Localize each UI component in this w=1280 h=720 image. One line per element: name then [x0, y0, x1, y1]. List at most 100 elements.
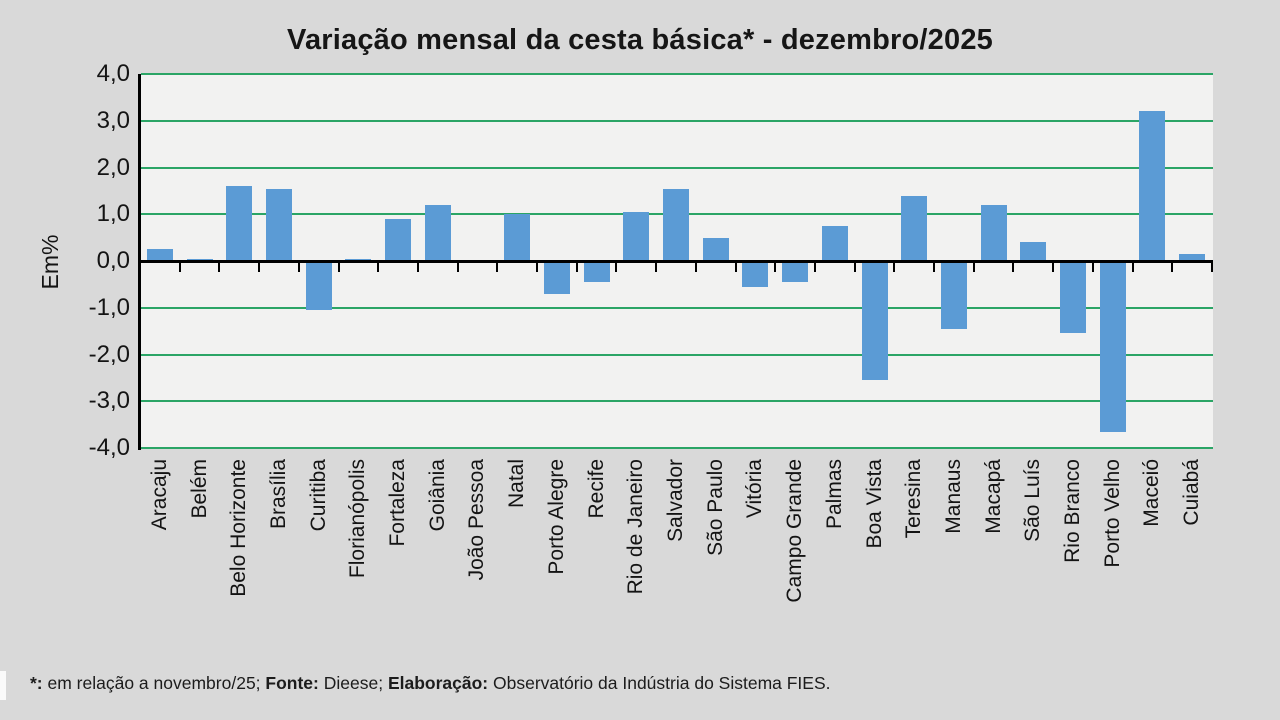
- axis-tick: [1211, 263, 1213, 272]
- bar-brasília: [265, 188, 292, 261]
- axis-tick: [933, 263, 936, 272]
- x-label-teresina: Teresina: [902, 459, 926, 539]
- x-label-joão-pessoa: João Pessoa: [465, 459, 489, 581]
- footnote-label: Elaboração:: [387, 673, 489, 693]
- bar-boa-vista: [861, 261, 888, 381]
- y-tick-label: 3,0: [96, 106, 130, 134]
- axis-tick: [496, 263, 499, 272]
- x-label-são-luís: São Luís: [1021, 459, 1045, 542]
- gridline: [141, 400, 1213, 403]
- bar-porto-alegre: [543, 261, 570, 294]
- axis-tick: [456, 263, 459, 272]
- x-label-macapá: Macapá: [981, 459, 1005, 534]
- footnote-text: Dieese;: [318, 673, 388, 693]
- bar-são-luís: [1020, 242, 1047, 261]
- x-label-manaus: Manaus: [941, 459, 965, 534]
- x-label-são-paulo: São Paulo: [703, 459, 727, 556]
- x-label-brasília: Brasília: [266, 459, 290, 530]
- axis-tick: [893, 263, 896, 272]
- bar-rio-de-janeiro: [623, 211, 650, 261]
- x-label-goiânia: Goiânia: [425, 459, 449, 532]
- bar-recife: [583, 261, 610, 283]
- y-tick-label: 1,0: [96, 200, 130, 228]
- gridline: [141, 166, 1213, 169]
- bar-salvador: [663, 188, 689, 261]
- axis-tick: [1131, 263, 1134, 272]
- axis-tick: [853, 263, 856, 272]
- bar-belém: [186, 258, 213, 261]
- x-label-florianópolis: Florianópolis: [346, 459, 370, 579]
- x-label-maceió: Maceió: [1140, 459, 1164, 527]
- axis-tick: [178, 263, 181, 272]
- bar-maceió: [1139, 111, 1166, 261]
- gridline: [141, 73, 1213, 75]
- axis-tick: [258, 263, 261, 272]
- footnote-text: Observatório da Indústria do Sistema FIE…: [488, 673, 831, 693]
- x-label-cuiabá: Cuiabá: [1180, 459, 1204, 526]
- y-tick-label: 2,0: [96, 153, 130, 181]
- axis-tick: [1091, 263, 1094, 272]
- axis-tick: [1052, 263, 1055, 272]
- bar-natal: [504, 214, 531, 261]
- axis-tick: [734, 263, 737, 272]
- axis-tick: [774, 263, 777, 272]
- bar-belo-horizonte: [226, 186, 253, 261]
- x-label-curitiba: Curitiba: [306, 459, 330, 532]
- bar-rio-branco: [1060, 261, 1087, 334]
- x-label-recife: Recife: [584, 459, 608, 519]
- x-label-palmas: Palmas: [822, 459, 846, 530]
- axis-tick: [655, 263, 658, 272]
- gridline: [141, 447, 1213, 449]
- x-label-campo-grande: Campo Grande: [783, 459, 807, 603]
- footnote: *: em relação a novembro/25; Fonte: Diee…: [30, 673, 831, 694]
- footnote-label: Fonte:: [265, 673, 319, 693]
- gridline: [141, 119, 1213, 122]
- bar-teresina: [901, 195, 928, 261]
- x-label-fortaleza: Fortaleza: [386, 459, 410, 547]
- x-label-belo-horizonte: Belo Horizonte: [227, 459, 251, 597]
- x-axis-line: [140, 260, 1213, 263]
- bar-cuiabá: [1179, 253, 1206, 261]
- bar-campo-grande: [782, 261, 809, 283]
- y-tick-label: 0,0: [96, 247, 130, 274]
- axis-tick: [337, 263, 340, 272]
- y-tick-label: -3,0: [88, 387, 130, 415]
- axis-tick: [1171, 263, 1174, 272]
- x-label-aracaju: Aracaju: [147, 459, 171, 531]
- y-axis-title: Em%: [37, 234, 63, 290]
- slide-edge-notch: [0, 671, 6, 700]
- y-axis-line: [138, 74, 141, 450]
- chart-title: Variação mensal da cesta básica* - dezem…: [287, 24, 993, 56]
- x-label-natal: Natal: [505, 459, 529, 509]
- x-label-porto-velho: Porto Velho: [1100, 459, 1124, 568]
- bar-curitiba: [305, 261, 332, 311]
- axis-tick: [575, 263, 578, 272]
- axis-tick: [297, 263, 300, 272]
- gridline: [141, 306, 1213, 309]
- axis-tick: [377, 263, 380, 272]
- bar-vitória: [742, 261, 769, 287]
- axis-tick: [1012, 263, 1015, 272]
- x-label-belém: Belém: [187, 459, 211, 519]
- footnote-text: em relação a novembro/25;: [42, 673, 266, 693]
- axis-tick: [972, 263, 975, 272]
- bar-goiânia: [424, 204, 451, 261]
- gridline: [141, 353, 1213, 356]
- x-label-salvador: Salvador: [664, 459, 687, 542]
- x-label-vitória: Vitória: [743, 459, 767, 519]
- axis-tick: [615, 263, 618, 272]
- footnote-label: *:: [30, 673, 43, 693]
- x-label-rio-de-janeiro: Rio de Janeiro: [624, 459, 648, 595]
- bar-florianópolis: [345, 258, 372, 261]
- y-tick-label: -1,0: [88, 293, 130, 321]
- y-tick-label: -4,0: [88, 434, 130, 461]
- bar-aracaju: [146, 249, 173, 261]
- bar-macapá: [980, 204, 1007, 261]
- axis-tick: [813, 263, 816, 272]
- axis-tick: [536, 263, 539, 272]
- x-label-boa-vista: Boa Vista: [862, 459, 886, 549]
- axis-tick: [218, 263, 221, 272]
- bar-porto-velho: [1099, 261, 1126, 432]
- x-label-porto-alegre: Porto Alegre: [544, 459, 568, 575]
